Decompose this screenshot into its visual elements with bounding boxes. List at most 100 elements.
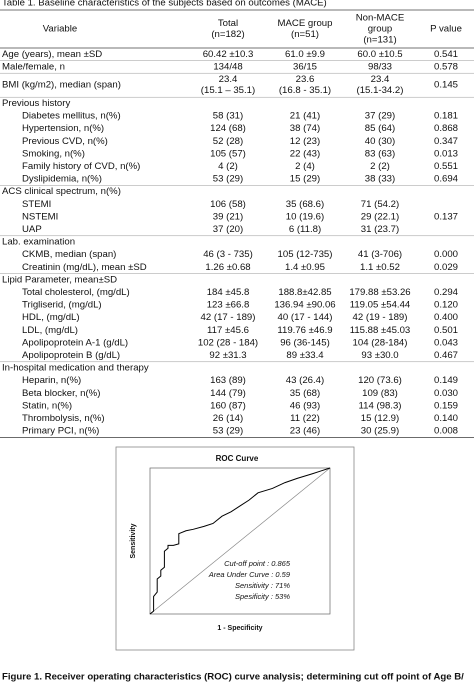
column-header: group — [368, 24, 393, 35]
cell-value: 105 (12-735) — [278, 249, 333, 260]
cell-value: 60.0 ±10.5 — [357, 49, 402, 60]
row-label: Apolipoprotein A-1 (g/dL) — [22, 337, 128, 348]
cell-value: 115.88 ±45.03 — [350, 325, 411, 336]
cell-value: 160 (87) — [210, 400, 246, 411]
cell-value: 42 (19 - 189) — [353, 312, 408, 323]
row-label: STEMI — [22, 199, 51, 210]
cell-value: 98/33 — [368, 61, 392, 72]
cell-value: 106 (58) — [210, 199, 246, 210]
figure-caption: Figure 1. Receiver operating characteris… — [2, 672, 464, 683]
cell-value: 61.0 ±9.9 — [285, 49, 325, 60]
cell-value: 43 (26.4) — [286, 375, 324, 386]
cell-value: 136.94 ±90.06 — [274, 300, 335, 311]
section-title: In-hospital medication and therapy — [2, 363, 149, 374]
cell-value: 0.294 — [434, 287, 459, 298]
cell-value: 105 (57) — [210, 148, 246, 159]
cell-value: 0.120 — [434, 300, 458, 311]
row-label: NSTEMI — [22, 211, 58, 222]
cell-value: 42 (17 - 189) — [201, 312, 256, 323]
cell-value: 22 (43) — [290, 148, 320, 159]
cell-value: 15 (29) — [290, 174, 320, 185]
cell-value: 0.347 — [434, 136, 458, 147]
cell-value: 1.4 ±0.95 — [285, 262, 325, 273]
x-axis-label: 1 - Specificity — [217, 625, 262, 632]
cell-value: 96 (36-145) — [280, 337, 330, 348]
cell-value: 15 (12.9) — [361, 413, 399, 424]
cell-value: 83 (63) — [365, 148, 395, 159]
roc-curve — [149, 467, 331, 615]
cell-value: 102 (28 - 184) — [198, 337, 258, 348]
row-label: Primary PCI, n(%) — [22, 426, 99, 437]
cell-value: 114 (98.3) — [358, 400, 401, 411]
row-label: LDL, (mg/dL) — [22, 325, 78, 336]
cell-value: 0.000 — [434, 249, 458, 260]
cell-value: 21 (41) — [290, 111, 320, 122]
cell-value: 53 (29) — [213, 174, 243, 185]
cell-value: 2 (2) — [370, 161, 390, 172]
row-label: CKMB, median (span) — [22, 249, 116, 260]
row-label: Dyslipidemia, n(%) — [22, 174, 102, 185]
chart-title: ROC Curve — [216, 454, 259, 463]
cell-value: 23 (46) — [290, 426, 320, 437]
section-title: ACS clinical spectrum, n(%) — [2, 186, 121, 197]
row-label: Family history of CVD, n(%) — [22, 161, 140, 172]
cell-value: 163 (89) — [210, 375, 246, 386]
cell-value: 120 (73.6) — [358, 375, 402, 386]
cell-value: (16.8 - 35.1) — [279, 85, 331, 96]
cell-value: 6 (11.8) — [289, 224, 321, 235]
cell-value: 52 (28) — [213, 136, 243, 147]
cell-value: 0.043 — [434, 337, 458, 348]
annotation: Cut-off point : 0.865 — [224, 559, 291, 568]
cell-value: 124 (68) — [210, 123, 246, 134]
cell-value: 40 (17 - 144) — [278, 312, 333, 323]
cell-value: 85 (64) — [365, 123, 395, 134]
row-label: Diabetes mellitus, n(%) — [22, 111, 121, 122]
cell-value: 119.05 ±54.44 — [350, 300, 411, 311]
cell-value: 23.4 — [219, 74, 238, 85]
cell-value: 60.42 ±10.3 — [203, 49, 254, 60]
cell-value: 0.145 — [434, 80, 458, 91]
row-label: Statin, n(%) — [22, 400, 72, 411]
cell-value: 0.400 — [434, 312, 458, 323]
annotation: Spesificity : 53% — [235, 592, 290, 601]
cell-value: 46 (3 - 735) — [203, 249, 253, 260]
column-header: (n=182) — [211, 29, 244, 40]
cell-value: 53 (29) — [213, 426, 243, 437]
cell-value: 41 (3-706) — [358, 249, 402, 260]
cell-value: 0.149 — [434, 375, 458, 386]
cell-value: 26 (14) — [213, 413, 243, 424]
row-label: Age (years), mean ±SD — [2, 49, 102, 60]
cell-value: 0.030 — [434, 388, 458, 399]
row-label: Previous CVD, n(%) — [22, 136, 108, 147]
cell-value: 0.694 — [434, 174, 459, 185]
column-header: Non-MACE — [356, 13, 405, 24]
column-header: Variable — [43, 24, 78, 35]
cell-value: 0.551 — [434, 161, 458, 172]
cell-value: 38 (74) — [290, 123, 320, 134]
row-label: Apolipoprotein B (g/dL) — [22, 350, 120, 361]
cell-value: 0.029 — [434, 262, 458, 273]
section-title: Lab. examination — [2, 237, 75, 248]
cell-value: 188.8±42.85 — [278, 287, 331, 298]
column-header: P value — [430, 24, 462, 35]
row-label: Smoking, n(%) — [22, 148, 85, 159]
row-label: Male/female, n — [2, 61, 65, 72]
cell-value: (15.1 – 35.1) — [201, 85, 255, 96]
cell-value: 1.1 ±0.52 — [360, 262, 400, 273]
reference-diagonal — [149, 467, 331, 615]
annotation: Sensitivity : 71% — [235, 581, 290, 590]
cell-value: 31 (23.7) — [361, 224, 399, 235]
row-label: UAP — [22, 224, 42, 235]
cell-value: 4 (2) — [218, 161, 238, 172]
cell-value: 104 (28-184) — [353, 337, 408, 348]
cell-value: 71 (54.2) — [361, 199, 399, 210]
cell-value: 40 (30) — [365, 136, 395, 147]
cell-value: 134/48 — [213, 61, 242, 72]
row-label: Thrombolysis, n(%) — [22, 413, 105, 424]
table-title: Table 1. Baseline characteristics of the… — [2, 0, 327, 9]
cell-value: 117 ±45.6 — [207, 325, 249, 336]
section-title: Previous history — [2, 98, 70, 109]
cell-value: 1.26 ±0.68 — [205, 262, 250, 273]
cell-value: 179.88 ±53.26 — [349, 287, 410, 298]
